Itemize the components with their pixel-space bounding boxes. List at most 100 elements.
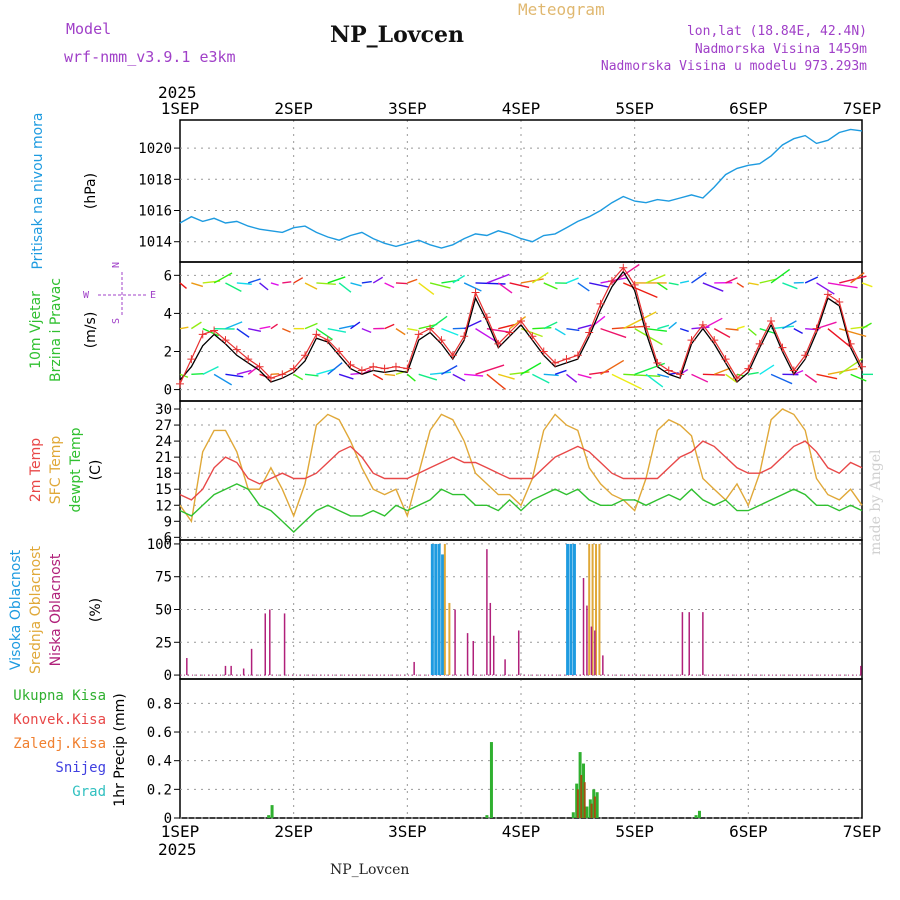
temp-2m-line <box>179 440 863 501</box>
wind-gust-marker <box>187 355 196 364</box>
wind-arrow <box>247 365 259 375</box>
wind-arrow <box>543 282 558 290</box>
wind-arrow <box>327 276 346 284</box>
wind-arrow <box>623 282 658 299</box>
high-cloud-bar <box>441 554 445 676</box>
wind-arrow <box>338 373 354 380</box>
wind-arrow <box>497 282 513 294</box>
wind-arrow <box>406 373 416 382</box>
wind-arrow <box>384 282 395 289</box>
wind-arrow <box>270 323 278 330</box>
low-cloud-bar <box>472 640 475 676</box>
wind-arrow <box>611 373 642 390</box>
wind-arrow <box>657 373 670 378</box>
wind-arrow <box>725 327 739 331</box>
wind-gust-marker <box>369 362 378 371</box>
y-tick-label: 0.8 <box>147 696 172 712</box>
wind-arrow <box>702 373 725 376</box>
wind-arrow <box>452 373 466 382</box>
low-cloud-bar <box>413 661 415 676</box>
wind-arrow <box>270 373 279 376</box>
wind-arrow <box>657 282 668 291</box>
y-tick-label: 30 <box>155 402 172 418</box>
wind-gust-marker <box>403 364 412 373</box>
wind-gust-marker <box>471 288 480 297</box>
wind-arrow <box>600 277 628 284</box>
mid-cloud-bar <box>448 602 451 676</box>
wind-arrow <box>407 327 418 332</box>
wind-arrow <box>236 369 252 376</box>
total-rain-bar <box>592 789 596 818</box>
wind-gust-marker <box>732 374 741 383</box>
low-cloud-bar <box>224 665 227 676</box>
wind-arrow <box>486 373 506 390</box>
wind-arrow <box>236 328 250 338</box>
low-cloud-bar <box>486 549 488 676</box>
wind-arrow <box>509 316 527 330</box>
wind-arrow <box>418 373 438 381</box>
low-cloud-bar <box>283 613 286 676</box>
x-tick-label-top: 2SEP <box>274 99 313 118</box>
y-tick-label: 21 <box>155 450 172 466</box>
wind-arrow <box>486 273 510 284</box>
total-rain-bar <box>270 805 274 818</box>
wind-arrow <box>429 282 451 289</box>
compass-w: W <box>83 290 90 301</box>
wind-arrow <box>384 323 395 330</box>
wind-arrow <box>509 282 530 289</box>
wind-arrow <box>623 373 661 377</box>
low-cloud-bar <box>230 665 232 676</box>
wind-gust-marker <box>551 358 560 367</box>
wind-arrow <box>543 321 558 330</box>
precip-legend-1: Ukupna Kisa <box>13 688 106 704</box>
x-tick-label-bottom: 4SEP <box>502 822 541 841</box>
total-rain-bar <box>588 799 592 818</box>
wind-arrow <box>190 321 202 330</box>
wind-arrow <box>679 327 689 333</box>
low-cloud-bar <box>602 655 604 676</box>
wind-arrow <box>793 369 804 375</box>
wind-arrow <box>316 282 336 286</box>
y-tick-label: 0.4 <box>147 754 172 770</box>
wind-arrow <box>236 282 252 285</box>
wind-gust-marker <box>801 351 810 360</box>
wind-arrow <box>327 362 343 375</box>
wind-arrow <box>827 328 852 349</box>
wind-arrow <box>282 281 292 284</box>
wind-gust-marker <box>653 358 662 367</box>
low-cloud-bar <box>454 609 456 676</box>
wind-gust-marker <box>846 339 855 348</box>
wind-arrow <box>202 366 219 375</box>
low-cloud-bar <box>492 635 495 676</box>
wind-arrow <box>839 327 867 338</box>
total-rain-bar <box>489 742 493 818</box>
low-cloud-bar <box>504 659 506 676</box>
wind-arrow <box>532 373 550 384</box>
mid-cloud-label: Srednja Oblacnost <box>28 546 44 674</box>
wind-arrow <box>452 274 466 284</box>
total-rain-bar <box>267 815 271 818</box>
wind-arrow <box>702 317 723 330</box>
wind-arrow <box>770 373 793 385</box>
wind-title: 10m Vjetar <box>28 291 44 369</box>
wind-arrow <box>577 373 592 379</box>
year-label-top: 2025 <box>158 83 197 102</box>
low-cloud-bar <box>681 612 684 676</box>
wind-gust-marker <box>812 324 821 333</box>
wind-gust-marker <box>642 322 651 331</box>
low-cloud-bar <box>264 613 266 676</box>
y-tick-label: 9 <box>164 514 172 530</box>
x-tick-label-top: 5SEP <box>615 99 654 118</box>
wind-gust-marker <box>176 379 184 388</box>
compass-e: E <box>150 290 156 301</box>
wind-gust-marker <box>232 345 241 354</box>
low-cloud-bar <box>186 658 188 676</box>
wind-arrow <box>589 370 610 376</box>
wind-arrow <box>634 362 665 376</box>
wind-arrow <box>407 278 418 284</box>
wind-arrow <box>225 373 244 378</box>
wind-arrow <box>395 282 407 285</box>
wind-arrow <box>441 365 458 375</box>
wind-arrow <box>338 324 354 330</box>
y-tick-label: 75 <box>155 570 172 586</box>
